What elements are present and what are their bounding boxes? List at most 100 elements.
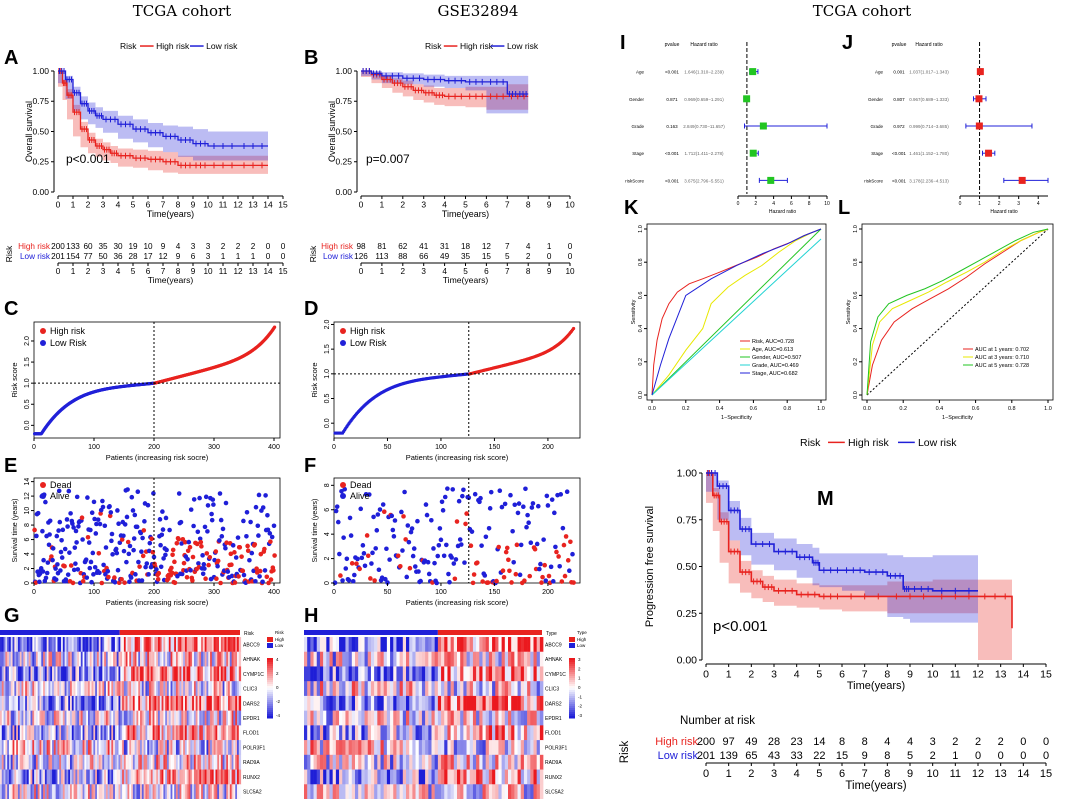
risk-table-cell: 2	[975, 736, 981, 748]
heatmap-cell	[188, 784, 191, 799]
roc-legend-label: Gender, AUC=0.507	[752, 355, 801, 361]
heatmap-cell	[183, 637, 186, 653]
heatmap-cell	[220, 695, 224, 711]
roc-x-label: 1−Specificity	[721, 415, 752, 421]
color-scale-step	[569, 690, 575, 693]
heatmap-cell	[132, 695, 136, 711]
heatmap-cell	[186, 695, 190, 711]
heatmap-cell	[226, 725, 229, 741]
heatmap-cell	[501, 725, 506, 741]
heatmap-cell	[329, 740, 333, 756]
alive-point	[127, 543, 133, 549]
roc-y-tick-label: 0.8	[638, 258, 644, 266]
alive-point	[97, 521, 103, 527]
heatmap-cell	[145, 740, 148, 756]
heatmap-cell	[82, 695, 85, 711]
dead-point	[501, 574, 507, 580]
alive-point	[553, 544, 558, 550]
heatmap-cell	[87, 637, 91, 653]
heatmap-cell	[44, 740, 48, 756]
heatmap-cell	[61, 725, 64, 741]
heatmap-cell	[342, 784, 346, 799]
heatmap-cell	[206, 710, 209, 726]
heatmap-cell	[539, 769, 544, 785]
dead-point	[232, 550, 237, 555]
heatmap-cell	[147, 769, 150, 785]
heatmap-cell	[215, 754, 218, 770]
heatmap-cell	[70, 754, 73, 770]
dead-point	[68, 563, 74, 568]
heatmap-cell	[213, 666, 216, 682]
dead-point	[184, 574, 190, 580]
heatmap-cell	[304, 710, 308, 726]
heatmap-cell	[428, 725, 432, 741]
y-tick-label: 0.0	[324, 418, 331, 428]
heatmap-cell	[55, 754, 58, 770]
heatmap-cell	[485, 784, 490, 799]
heatmap-cell	[179, 725, 182, 741]
heatmap-cell	[35, 681, 39, 697]
heatmap-cell	[17, 710, 21, 726]
x-tick-label: 200	[148, 444, 160, 451]
forest-point	[749, 68, 757, 76]
heatmap-cell	[46, 681, 49, 697]
alive-point	[389, 513, 395, 519]
heatmap-cell	[140, 725, 143, 741]
heatmap-cell	[361, 637, 365, 653]
alive-point	[116, 521, 121, 526]
heatmap-cell	[140, 754, 143, 770]
heatmap-cell	[158, 637, 161, 653]
heatmap-cell	[504, 637, 509, 653]
heatmap-cell	[30, 740, 33, 756]
heatmap-cell	[77, 725, 80, 741]
heatmap-cell	[43, 769, 46, 785]
heatmap-cell	[450, 784, 455, 799]
heatmap-cell	[0, 754, 3, 770]
heatmap-cell	[95, 637, 98, 653]
heatmap-cell	[192, 769, 195, 785]
heatmap-cell	[168, 769, 172, 785]
color-scale-step	[569, 716, 575, 719]
risk-table-cell: 0	[281, 252, 286, 261]
heatmap-cell	[19, 651, 23, 667]
heatmap-row	[0, 754, 242, 770]
risk-table-cell: 4	[907, 736, 913, 748]
heatmap-cell	[114, 637, 118, 653]
heatmap-cell	[313, 666, 318, 682]
heatmap-cell	[447, 740, 451, 756]
heatmap-cell	[35, 666, 39, 682]
forest-variable: Age	[636, 70, 645, 75]
heatmap-cell	[444, 754, 448, 770]
heatmap-cell	[181, 740, 184, 756]
km-curve-high-risk	[706, 472, 1013, 629]
heatmap-cell	[28, 651, 32, 667]
risk-table-cell: 66	[419, 252, 429, 261]
heatmap-cell	[319, 769, 324, 785]
heatmap-cell	[181, 695, 184, 711]
heatmap-cell	[313, 710, 318, 726]
heatmap-cell	[32, 725, 35, 741]
heatmap-cell	[345, 695, 349, 711]
plot-frame	[33, 321, 281, 439]
heatmap-cell	[134, 666, 137, 682]
heatmap-cell	[211, 754, 215, 770]
heatmap-cell	[313, 769, 318, 785]
risk-table-cell: 0	[568, 242, 573, 251]
heatmap-cell	[122, 725, 125, 741]
heatmap-cell	[217, 710, 220, 726]
alive-point	[538, 561, 543, 567]
color-scale-step	[267, 682, 273, 685]
color-scale-step	[569, 688, 575, 691]
heatmap-cell	[100, 695, 103, 711]
heatmap-cell	[539, 666, 544, 682]
heatmap-cell	[444, 725, 448, 741]
heatmap-cell	[177, 769, 181, 785]
heatmap-cell	[466, 637, 471, 653]
heatmap-cell	[43, 740, 46, 756]
heatmap-cell	[201, 740, 204, 756]
heatmap-cell	[91, 710, 94, 726]
risk-table-cell: 33	[791, 750, 803, 762]
dead-point	[224, 540, 229, 546]
heatmap-cell	[161, 710, 164, 726]
heatmap-cell	[7, 710, 10, 726]
